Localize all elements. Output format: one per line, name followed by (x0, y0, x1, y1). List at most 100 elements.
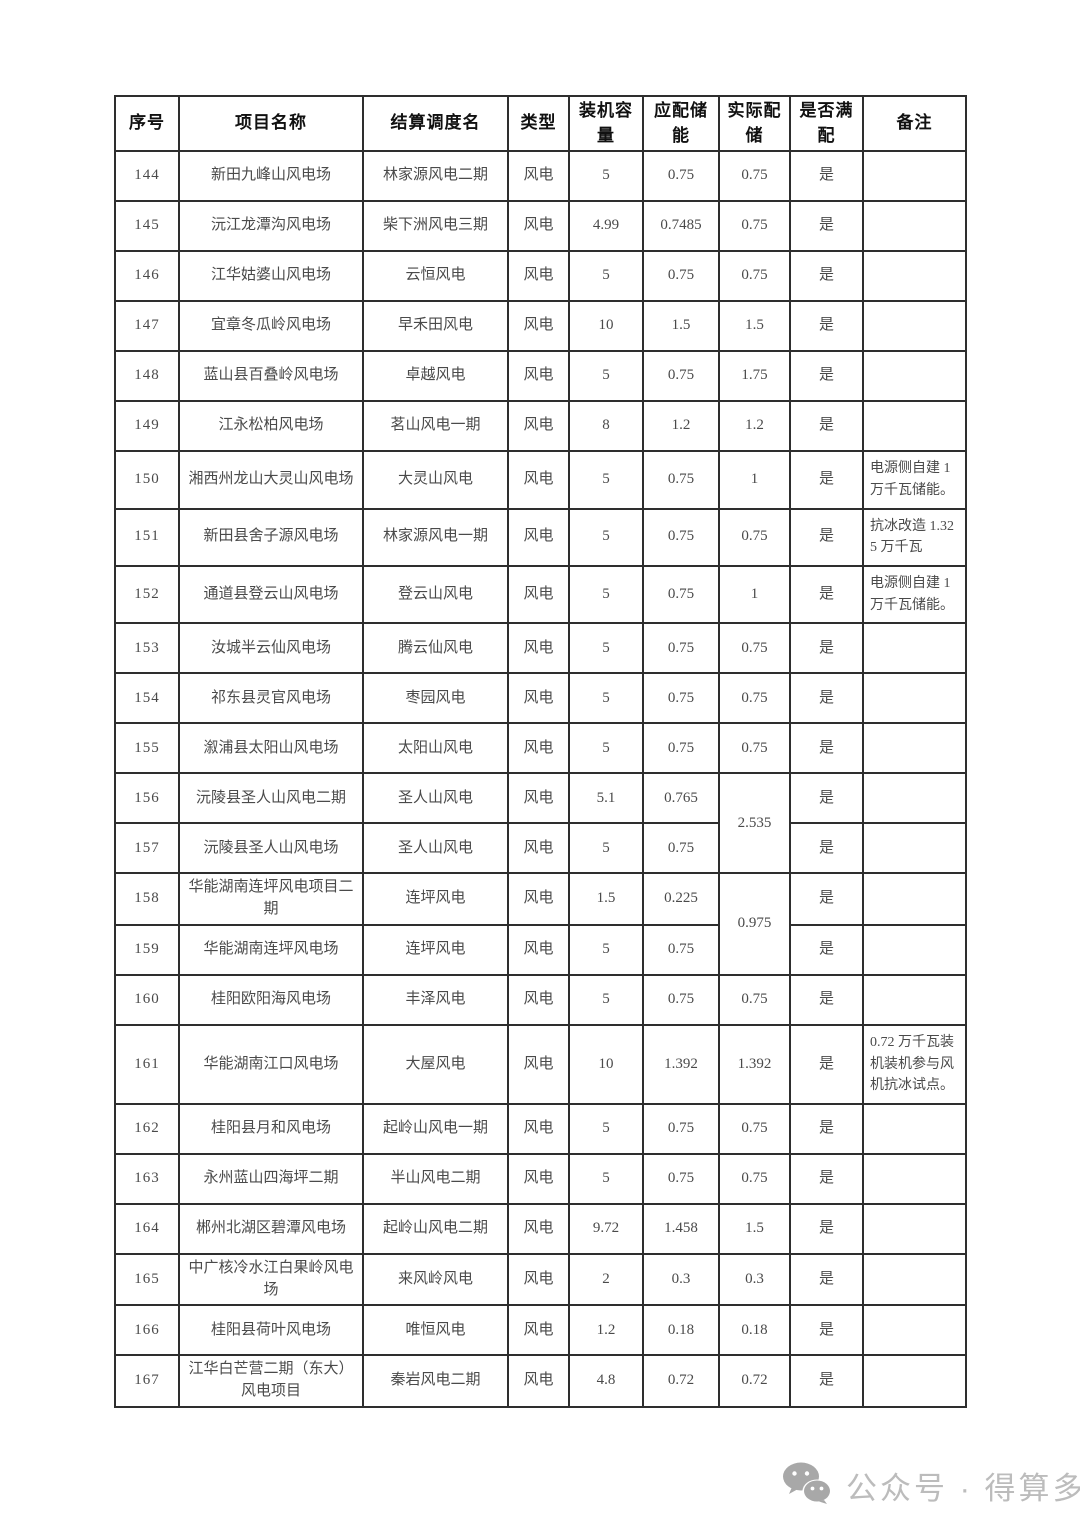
cell-dispatch: 唯恒风电 (362, 1304, 509, 1357)
cell-capacity: 5 (568, 1102, 644, 1155)
cell-capacity: 5 (568, 565, 644, 625)
cell-actual: 1.75 (718, 350, 791, 403)
cell-no: 147 (114, 300, 180, 353)
cell-dispatch: 卓越风电 (362, 350, 509, 403)
cell-remark: 电源侧自建 1 万千瓦储能。 (862, 565, 967, 625)
cell-remark (862, 150, 967, 203)
cell-dispatch: 茗山风电一期 (362, 400, 509, 453)
cell-required: 0.75 (642, 450, 720, 510)
cell-project: 新田县舍子源风电场 (178, 507, 364, 568)
cell-actual: 1 (718, 450, 791, 510)
cell-no: 151 (114, 507, 180, 568)
cell-satisfied: 是 (789, 923, 864, 976)
cell-required: 0.75 (642, 250, 720, 303)
cell-remark (862, 1252, 967, 1307)
cell-satisfied: 是 (789, 250, 864, 303)
cell-remark (862, 973, 967, 1026)
cell-type: 风电 (507, 150, 570, 203)
table-row: 164 郴州北湖区碧潭风电场 起岭山风电二期 风电 9.72 1.458 1.5 是 (114, 1202, 967, 1255)
cell-capacity: 5 (568, 672, 644, 725)
table-header-row: 序号 项目名称 结算调度名 类型 装机容量 应配储能 实际配储 是否满配 备注 (114, 94, 967, 153)
cell-type: 风电 (507, 200, 570, 253)
cell-no: 156 (114, 772, 180, 825)
cell-actual: 0.75 (718, 150, 791, 203)
cell-satisfied: 是 (789, 507, 864, 568)
cell-satisfied: 是 (789, 300, 864, 353)
cell-capacity: 5 (568, 923, 644, 976)
column-header-satisfied: 是否满配 (789, 94, 864, 153)
cell-actual: 0.75 (718, 722, 791, 775)
cell-actual: 0.75 (718, 250, 791, 303)
cell-type: 风电 (507, 1023, 570, 1105)
cell-actual: 0.75 (718, 200, 791, 253)
cell-remark (862, 300, 967, 353)
table-row: 147 宜章冬瓜岭风电场 早禾田风电 风电 10 1.5 1.5 是 (114, 300, 967, 353)
cell-satisfied: 是 (789, 722, 864, 775)
table-row: 153 汝城半云仙风电场 腾云仙风电 风电 5 0.75 0.75 是 (114, 622, 967, 675)
cell-satisfied: 是 (789, 200, 864, 253)
cell-satisfied: 是 (789, 565, 864, 625)
cell-satisfied: 是 (789, 1102, 864, 1155)
cell-dispatch: 半山风电二期 (362, 1152, 509, 1205)
cell-satisfied: 是 (789, 450, 864, 510)
cell-project: 桂阳县月和风电场 (178, 1102, 364, 1155)
cell-type: 风电 (507, 1252, 570, 1307)
cell-capacity: 5 (568, 450, 644, 510)
cell-project: 溆浦县太阳山风电场 (178, 722, 364, 775)
cell-remark (862, 1152, 967, 1205)
column-header-no: 序号 (114, 94, 180, 153)
cell-dispatch: 太阳山风电 (362, 722, 509, 775)
cell-type: 风电 (507, 822, 570, 875)
cell-project: 宜章冬瓜岭风电场 (178, 300, 364, 353)
cell-remark (862, 923, 967, 976)
table-row: 159 华能湖南连坪风电场 连坪风电 风电 5 0.75 是 (114, 923, 967, 976)
cell-actual: 0.3 (718, 1252, 791, 1307)
cell-required: 0.75 (642, 973, 720, 1026)
table-row: 152 通道县登云山风电场 登云山风电 风电 5 0.75 1 是电源侧自建 1 万千瓦储能。 (114, 565, 967, 625)
cell-no: 145 (114, 200, 180, 253)
cell-no: 154 (114, 672, 180, 725)
cell-capacity: 5 (568, 622, 644, 675)
cell-no: 162 (114, 1102, 180, 1155)
cell-dispatch: 云恒风电 (362, 250, 509, 303)
cell-dispatch: 圣人山风电 (362, 772, 509, 825)
cell-capacity: 10 (568, 1023, 644, 1105)
cell-no: 161 (114, 1023, 180, 1105)
cell-capacity: 4.99 (568, 200, 644, 253)
cell-remark (862, 872, 967, 926)
cell-no: 160 (114, 973, 180, 1026)
cell-dispatch: 圣人山风电 (362, 822, 509, 875)
cell-remark (862, 622, 967, 675)
cell-dispatch: 林家源风电一期 (362, 507, 509, 568)
cell-dispatch: 起岭山风电一期 (362, 1102, 509, 1155)
cell-type: 风电 (507, 1354, 570, 1408)
cell-capacity: 5 (568, 1152, 644, 1205)
cell-dispatch: 柴下洲风电三期 (362, 200, 509, 253)
table-row: 154 祁东县灵官风电场 枣园风电 风电 5 0.75 0.75 是 (114, 672, 967, 725)
cell-required: 1.5 (642, 300, 720, 353)
cell-required: 0.765 (642, 772, 720, 825)
column-header-dispatch: 结算调度名 (362, 94, 509, 153)
cell-actual: 0.75 (718, 507, 791, 568)
cell-type: 风电 (507, 1202, 570, 1255)
cell-dispatch: 秦岩风电二期 (362, 1354, 509, 1408)
cell-capacity: 5 (568, 507, 644, 568)
cell-project: 湘西州龙山大灵山风电场 (178, 450, 364, 510)
table-row: 161 华能湖南江口风电场 大屋风电 风电 10 1.392 1.392 是 0.72 万千瓦装… (114, 1023, 967, 1105)
cell-capacity: 8 (568, 400, 644, 453)
table-row: 162 桂阳县月和风电场 起岭山风电一期 风电 5 0.75 0.75 是 (114, 1102, 967, 1155)
cell-required: 0.72 (642, 1354, 720, 1408)
cell-satisfied: 是 (789, 822, 864, 875)
cell-capacity: 5 (568, 722, 644, 775)
cell-remark (862, 250, 967, 303)
cell-type: 风电 (507, 350, 570, 403)
cell-required: 0.75 (642, 350, 720, 403)
cell-capacity: 5.1 (568, 772, 644, 825)
table-row: 155 溆浦县太阳山风电场 太阳山风电 风电 5 0.75 0.75 是 (114, 722, 967, 775)
cell-dispatch: 早禾田风电 (362, 300, 509, 353)
column-header-actual: 实际配储 (718, 94, 791, 153)
table-row: 165 中广核冷水江白果岭风电场 来风岭风电 风电 2 0.3 0.3 是 (114, 1252, 967, 1307)
table-row: 144 新田九峰山风电场 林家源风电二期 风电 5 0.75 0.75 是 (114, 150, 967, 203)
cell-type: 风电 (507, 622, 570, 675)
cell-project: 沅陵县圣人山风电二期 (178, 772, 364, 825)
